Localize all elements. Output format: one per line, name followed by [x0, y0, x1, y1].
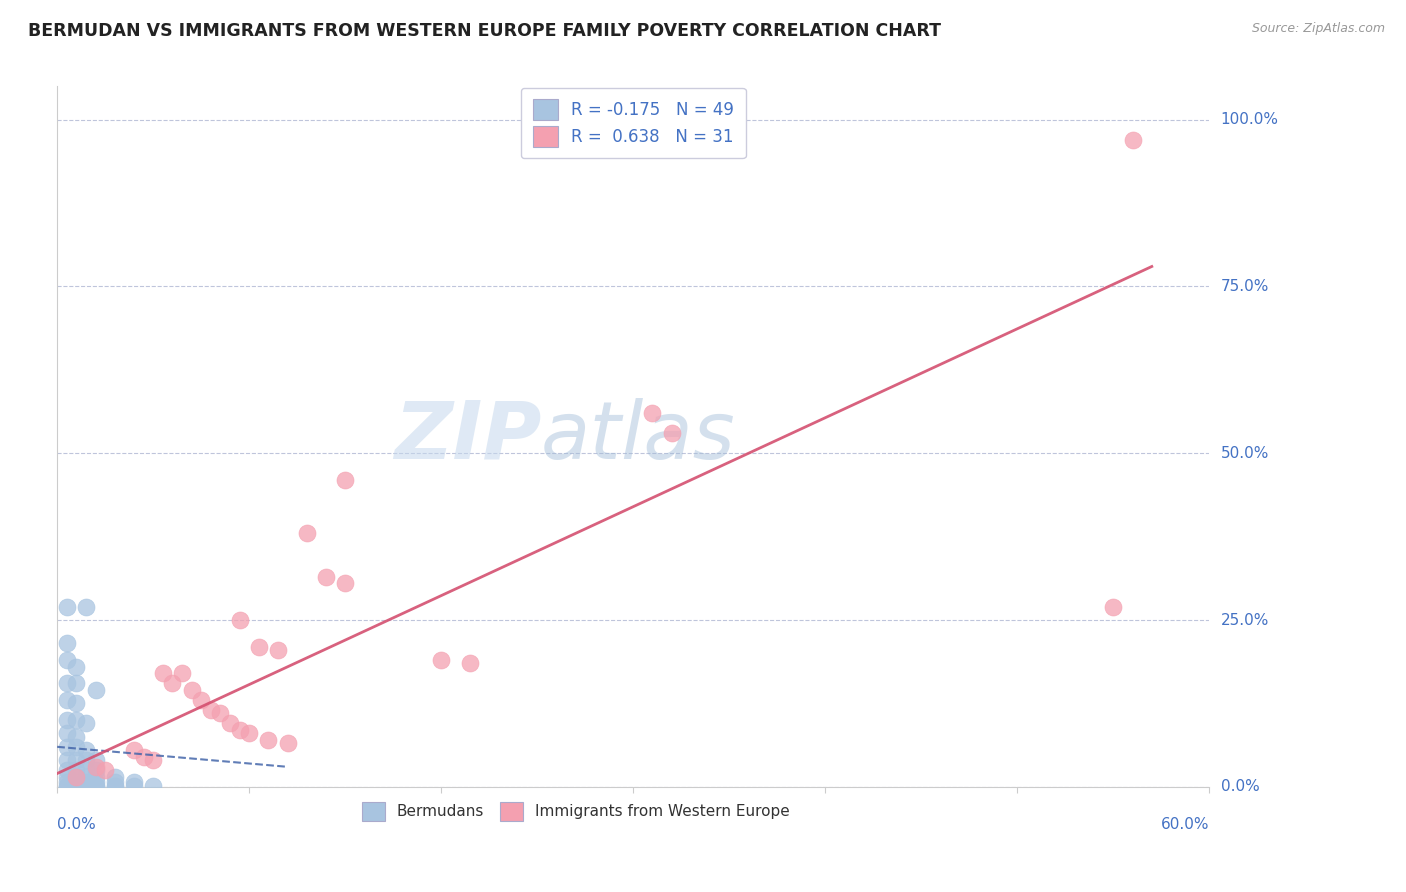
Point [84, 763, 107, 777]
Point [200, 703, 222, 717]
Point [142, 779, 165, 793]
Point [55, 636, 77, 650]
Text: 75.0%: 75.0% [1220, 279, 1268, 294]
Point [430, 653, 453, 667]
Point [122, 774, 145, 789]
Point [75, 770, 97, 784]
Point [458, 657, 481, 671]
Point [84, 780, 107, 794]
Point [247, 640, 270, 654]
Point [219, 716, 242, 731]
Point [190, 693, 212, 707]
Text: Source: ZipAtlas.com: Source: ZipAtlas.com [1251, 22, 1385, 36]
Point [257, 733, 280, 747]
Point [75, 599, 97, 614]
Point [1102, 599, 1125, 614]
Text: BERMUDAN VS IMMIGRANTS FROM WESTERN EUROPE FAMILY POVERTY CORRELATION CHART: BERMUDAN VS IMMIGRANTS FROM WESTERN EURO… [28, 22, 941, 40]
Legend: Bermudans, Immigrants from Western Europe: Bermudans, Immigrants from Western Europ… [354, 794, 797, 829]
Point [209, 706, 232, 721]
Point [142, 753, 165, 767]
Point [104, 779, 127, 793]
Point [55, 779, 77, 793]
Point [228, 723, 250, 738]
Point [55, 753, 77, 767]
Point [65, 753, 87, 767]
Point [65, 730, 87, 744]
Point [65, 659, 87, 673]
Point [75, 779, 97, 793]
Point [55, 599, 77, 614]
Point [238, 726, 260, 740]
Point [122, 779, 145, 793]
Point [94, 763, 117, 777]
Point [315, 570, 337, 584]
Point [55, 676, 77, 690]
Point [65, 697, 87, 711]
Text: 0.0%: 0.0% [58, 817, 96, 832]
Point [55, 693, 77, 707]
Point [65, 763, 87, 777]
Point [1122, 133, 1144, 147]
Point [104, 774, 127, 789]
Point [104, 770, 127, 784]
Point [55, 780, 77, 794]
Point [65, 713, 87, 727]
Text: 60.0%: 60.0% [1161, 817, 1209, 832]
Point [84, 779, 107, 793]
Point [75, 763, 97, 777]
Point [84, 770, 107, 784]
Point [122, 743, 145, 757]
Point [75, 743, 97, 757]
Point [104, 780, 127, 794]
Point [55, 713, 77, 727]
Point [65, 676, 87, 690]
Point [162, 676, 184, 690]
Point [75, 716, 97, 731]
Point [75, 774, 97, 789]
Point [84, 683, 107, 698]
Point [55, 774, 77, 789]
Point [55, 726, 77, 740]
Point [55, 739, 77, 754]
Text: atlas: atlas [541, 398, 735, 475]
Point [228, 613, 250, 627]
Point [132, 749, 155, 764]
Point [55, 763, 77, 777]
Point [661, 426, 683, 441]
Point [55, 653, 77, 667]
Point [152, 666, 174, 681]
Point [335, 576, 357, 591]
Point [267, 643, 290, 657]
Text: 0.0%: 0.0% [1220, 780, 1260, 795]
Point [641, 406, 664, 420]
Point [65, 770, 87, 784]
Point [65, 780, 87, 794]
Text: ZIP: ZIP [394, 398, 541, 475]
Point [84, 774, 107, 789]
Point [170, 666, 193, 681]
Point [335, 473, 357, 487]
Point [65, 774, 87, 789]
Point [55, 770, 77, 784]
Text: 100.0%: 100.0% [1220, 112, 1278, 128]
Point [65, 779, 87, 793]
Point [84, 760, 107, 774]
Point [75, 753, 97, 767]
Point [65, 739, 87, 754]
Point [75, 780, 97, 794]
Point [65, 770, 87, 784]
Point [180, 683, 202, 698]
Point [277, 736, 299, 750]
Text: 50.0%: 50.0% [1220, 446, 1268, 461]
Text: 25.0%: 25.0% [1220, 613, 1268, 628]
Point [84, 753, 107, 767]
Point [295, 526, 318, 541]
